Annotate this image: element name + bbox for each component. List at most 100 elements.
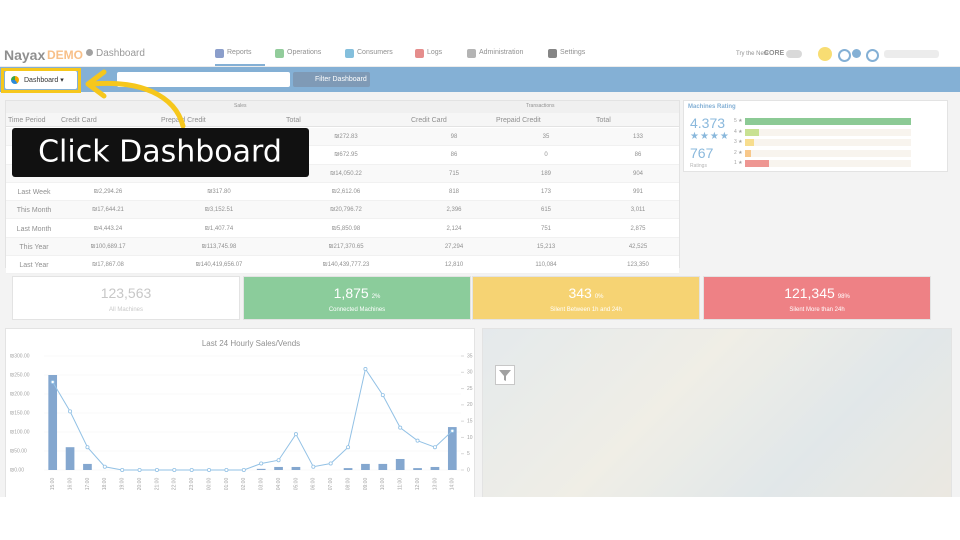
- status-value: 343: [568, 285, 592, 301]
- table-cell: ₪14,050.22: [330, 170, 362, 177]
- status-tile[interactable]: 123,563 All Machines: [12, 276, 240, 320]
- table-cell: ₪140,419,656.07: [195, 262, 243, 269]
- y2-tick-label: 30: [467, 370, 473, 376]
- table-cell: 904: [632, 170, 643, 177]
- y-tick-label: ₪200.00: [10, 391, 30, 397]
- highlight: [1, 68, 81, 93]
- promo-brand: CORE: [764, 50, 785, 57]
- nav-item[interactable]: Operations: [287, 49, 322, 56]
- table-row: [6, 256, 679, 275]
- y2-tick-label: 20: [467, 402, 473, 408]
- table-cell: Last Year: [19, 262, 49, 270]
- filter-button[interactable]: Filter Dashboard: [293, 72, 370, 87]
- user-menu[interactable]: [884, 50, 939, 58]
- status-tile[interactable]: 1,875 2% Connected Machines: [243, 276, 471, 320]
- status-line: 123,563: [13, 285, 239, 303]
- point: [311, 464, 316, 469]
- map-filter[interactable]: [495, 365, 515, 385]
- bar: [48, 375, 58, 470]
- toggle[interactable]: [786, 50, 802, 58]
- dashboard-label: Dashboard: [24, 77, 59, 84]
- rating-label: 1 ★: [734, 160, 743, 166]
- rating-track: [745, 139, 911, 146]
- search-icon[interactable]: [838, 49, 851, 62]
- table-cell: 35: [542, 134, 550, 140]
- logo-badge: DEMO: [47, 48, 83, 62]
- dashboard-button[interactable]: Dashboard ▾: [5, 71, 77, 89]
- point: [137, 467, 142, 472]
- table-cell: 2,124: [446, 225, 462, 232]
- status-label: Silent More than 24h: [789, 307, 845, 313]
- bar: [447, 427, 457, 470]
- column-header: Prepaid Credit: [496, 117, 541, 124]
- rating-track: [745, 128, 911, 136]
- table-cell: 15,213: [536, 243, 556, 250]
- y-tick-label: ₪0.00: [10, 467, 24, 473]
- map[interactable]: [482, 328, 952, 497]
- table-cell: ₪4,443.24: [93, 225, 123, 232]
- status-value: 121,345: [784, 285, 835, 301]
- table-cell: ₪2,294.26: [93, 188, 123, 195]
- nav-item[interactable]: Logs: [427, 49, 443, 56]
- rating-label: 5 ★: [734, 118, 743, 124]
- point: [102, 464, 107, 469]
- nav-item[interactable]: Administration: [479, 49, 524, 56]
- table-cell: 2,396: [446, 207, 462, 214]
- table-cell: 173: [540, 188, 551, 195]
- group-header: Sales: [234, 103, 247, 109]
- bar: [395, 458, 405, 470]
- status-label: All Machines: [108, 307, 143, 313]
- ratings-count: 767: [690, 145, 714, 161]
- icon[interactable]: [818, 47, 832, 61]
- nav-item[interactable]: Consumers: [357, 49, 393, 56]
- y-tick-label: ₪300.00: [10, 353, 30, 359]
- table-cell: Last Week: [17, 188, 51, 196]
- table-cell: ₪1,407.74: [204, 225, 234, 232]
- clock-icon[interactable]: [866, 49, 879, 62]
- nav-icon: [345, 49, 354, 58]
- x-tick-label: 04:00: [276, 478, 282, 491]
- x-tick-label: 22:00: [172, 478, 178, 491]
- logo[interactable]: Nayax: [4, 47, 46, 63]
- line: [52, 367, 453, 471]
- bar: [65, 447, 75, 470]
- status-tile[interactable]: 343 0% Silent Between 1h and 24h: [472, 276, 700, 320]
- table-cell: This Year: [19, 243, 49, 251]
- column-header: Credit Card: [411, 117, 447, 124]
- point: [450, 428, 455, 433]
- status-line: 343 0%: [473, 285, 699, 303]
- table-cell: 110,084: [535, 262, 557, 269]
- nav-item[interactable]: Reports: [227, 49, 252, 56]
- help-icon[interactable]: [852, 49, 861, 58]
- bar: [83, 463, 92, 470]
- chart: Last 24 Hourly Sales/Vends ₪0.00 ₪50.00 ₪1…: [10, 339, 473, 491]
- table-cell: ₪5,850.98: [331, 225, 361, 232]
- x-tick-label: 02:00: [241, 478, 247, 491]
- point: [259, 461, 264, 466]
- status-tile[interactable]: 121,345 98% Silent More than 24h: [703, 276, 931, 320]
- status-label: Connected Machines: [328, 307, 386, 313]
- rating-label: 4 ★: [734, 128, 743, 135]
- point: [276, 458, 281, 463]
- table-cell: ₪17,644.21: [92, 207, 124, 214]
- x-tick-label: 20:00: [137, 478, 143, 491]
- nav-item[interactable]: Settings: [560, 49, 586, 56]
- table-cell: ₪100,689.17: [90, 243, 126, 250]
- x-tick-label: 15:00: [50, 478, 56, 491]
- table-cell: 991: [632, 188, 643, 195]
- table-cell: 86: [634, 152, 642, 159]
- status-percent: 98%: [837, 294, 850, 300]
- point: [154, 467, 159, 472]
- nav-active: [215, 64, 265, 66]
- point: [85, 445, 90, 450]
- point: [189, 467, 194, 472]
- status-percent: 0%: [594, 294, 604, 300]
- x-tick-label: 01:00: [224, 478, 230, 491]
- x-tick-label: 03:00: [259, 478, 265, 491]
- nav-icon: [275, 49, 284, 58]
- rating-bar: [745, 128, 760, 136]
- table-row: [6, 182, 679, 202]
- x-tick-label: 10:00: [380, 478, 386, 491]
- y2-tick-label: 15: [467, 418, 473, 424]
